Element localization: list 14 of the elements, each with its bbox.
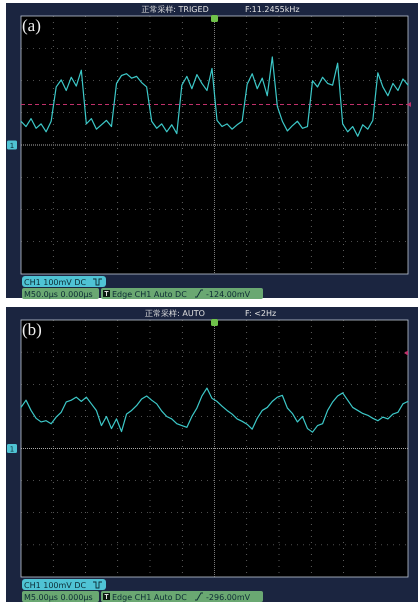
text: 正常采样: AUTO xyxy=(145,309,205,318)
text: -124.00mV xyxy=(206,290,251,299)
text: F:11.2455kHz xyxy=(245,5,300,14)
text: -296.00mV xyxy=(206,593,251,602)
text: CH1 100mV DC xyxy=(24,581,86,590)
text: Edge CH1 Auto DC xyxy=(112,290,188,299)
text: M5.00μs 0.000μs xyxy=(24,593,93,602)
text: 正常采样: TRIGED xyxy=(141,5,209,14)
text: M50.0μs 0.000μs xyxy=(24,290,93,299)
text: Edge CH1 Auto DC xyxy=(112,593,188,602)
chart-title: (b) xyxy=(22,320,42,339)
text: CH1 100mV DC xyxy=(24,278,86,287)
text: F: <2Hz xyxy=(245,309,276,318)
chart-title: (a) xyxy=(22,16,41,35)
